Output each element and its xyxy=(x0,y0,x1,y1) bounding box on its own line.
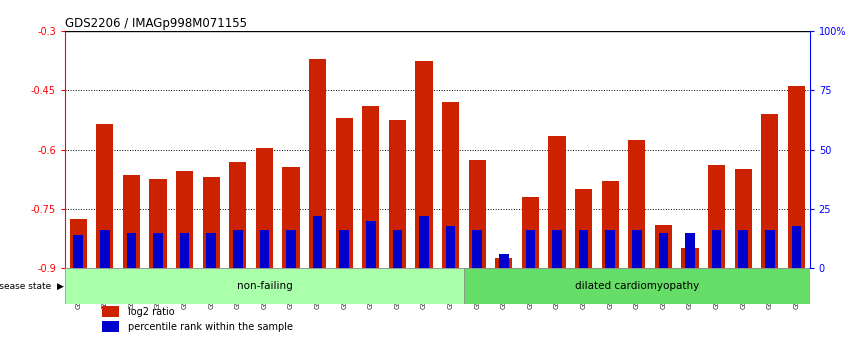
Bar xyxy=(761,114,779,268)
Bar xyxy=(313,216,322,268)
Bar xyxy=(282,167,300,268)
Bar xyxy=(734,169,752,268)
Text: disease state  ▶: disease state ▶ xyxy=(0,282,63,290)
Bar xyxy=(389,120,406,268)
Bar xyxy=(339,230,349,268)
Bar xyxy=(628,140,645,268)
Bar xyxy=(522,197,539,268)
Bar xyxy=(69,219,87,268)
Bar xyxy=(632,230,642,268)
Bar xyxy=(685,233,695,268)
Bar xyxy=(416,61,433,268)
Bar xyxy=(229,161,247,268)
Bar xyxy=(526,230,535,268)
Bar xyxy=(712,230,721,268)
Bar xyxy=(255,148,273,268)
Bar xyxy=(605,230,615,268)
Bar xyxy=(233,230,242,268)
Bar xyxy=(464,268,810,304)
Bar xyxy=(206,233,216,268)
Bar xyxy=(442,102,459,268)
Bar xyxy=(739,230,748,268)
Bar xyxy=(575,189,592,268)
Bar xyxy=(499,254,508,268)
Bar xyxy=(65,268,464,304)
Bar xyxy=(419,216,429,268)
Bar xyxy=(176,171,193,268)
Bar xyxy=(180,233,190,268)
Bar xyxy=(392,230,402,268)
Bar xyxy=(203,177,220,268)
Bar xyxy=(366,221,376,268)
Bar xyxy=(469,159,486,268)
Bar xyxy=(102,306,119,317)
Bar xyxy=(602,181,619,268)
Bar xyxy=(126,233,136,268)
Bar xyxy=(102,322,119,332)
Bar xyxy=(659,233,669,268)
Bar xyxy=(362,106,379,268)
Text: non-failing: non-failing xyxy=(236,281,293,291)
Bar xyxy=(446,226,456,268)
Bar xyxy=(765,230,774,268)
Bar xyxy=(309,59,326,268)
Bar xyxy=(336,118,352,268)
Bar xyxy=(100,230,110,268)
Bar xyxy=(548,136,565,268)
Bar xyxy=(792,226,801,268)
Bar xyxy=(150,179,166,268)
Bar xyxy=(260,230,269,268)
Text: log2 ratio: log2 ratio xyxy=(128,306,175,316)
Bar xyxy=(96,124,113,268)
Bar xyxy=(682,248,699,268)
Bar xyxy=(74,235,83,268)
Bar xyxy=(708,166,725,268)
Bar xyxy=(287,230,296,268)
Bar xyxy=(473,230,482,268)
Text: percentile rank within the sample: percentile rank within the sample xyxy=(128,322,294,332)
Bar xyxy=(553,230,562,268)
Bar xyxy=(123,175,140,268)
Text: dilated cardiomyopathy: dilated cardiomyopathy xyxy=(575,281,699,291)
Bar xyxy=(788,86,805,268)
Bar xyxy=(153,233,163,268)
Bar xyxy=(578,230,588,268)
Bar xyxy=(495,258,513,268)
Bar xyxy=(655,225,672,268)
Text: GDS2206 / IMAGp998M071155: GDS2206 / IMAGp998M071155 xyxy=(65,17,247,30)
